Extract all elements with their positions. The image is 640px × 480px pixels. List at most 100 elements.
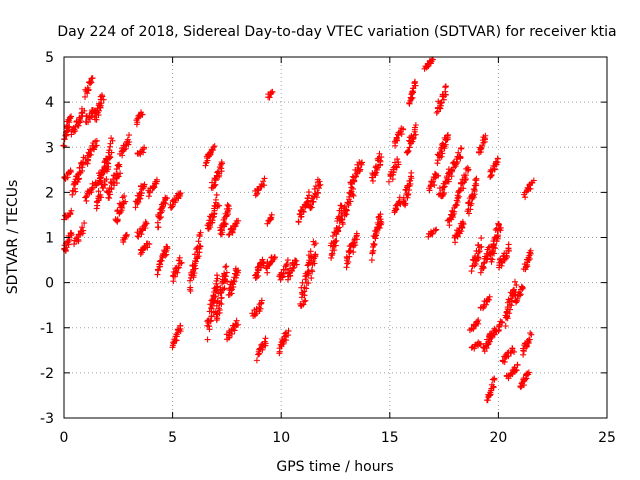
data-point <box>312 240 319 247</box>
data-point <box>503 254 510 261</box>
data-point <box>305 189 312 196</box>
data-point <box>222 264 229 271</box>
data-point <box>171 196 178 203</box>
data-point <box>406 144 413 151</box>
data-point <box>67 232 74 239</box>
data-point <box>214 275 221 282</box>
data-point <box>370 242 377 249</box>
data-point <box>309 198 316 205</box>
data-point <box>85 119 92 126</box>
data-point <box>159 203 166 210</box>
data-point <box>502 323 509 330</box>
data-point <box>228 330 235 337</box>
data-point <box>75 238 82 245</box>
data-point <box>424 63 431 70</box>
data-point <box>514 297 521 304</box>
data-point <box>83 194 90 201</box>
data-point <box>378 219 385 226</box>
data-point <box>115 173 122 180</box>
data-point <box>339 221 346 228</box>
y-tick-label: -2 <box>40 366 54 382</box>
data-point <box>398 131 405 138</box>
data-point <box>170 278 177 285</box>
data-point <box>178 259 185 266</box>
data-point <box>71 241 78 248</box>
data-point <box>402 200 409 207</box>
data-point <box>216 173 223 180</box>
data-point <box>145 193 152 200</box>
data-point <box>126 132 133 139</box>
data-point <box>462 172 469 179</box>
data-point <box>444 131 451 138</box>
data-point <box>96 107 103 114</box>
data-point <box>116 163 123 170</box>
data-point <box>260 178 267 185</box>
data-point <box>187 284 194 291</box>
data-point <box>208 313 215 320</box>
data-point <box>221 221 228 228</box>
data-point <box>448 173 455 180</box>
data-point <box>80 227 87 234</box>
data-point <box>67 168 74 175</box>
data-point <box>117 170 124 177</box>
data-point <box>223 263 230 270</box>
data-point <box>308 275 315 282</box>
data-point <box>494 155 501 162</box>
data-point <box>486 293 493 300</box>
data-point <box>486 243 493 250</box>
data-point <box>60 142 67 149</box>
data-point <box>122 142 129 149</box>
data-point <box>426 187 433 194</box>
data-point <box>298 213 305 220</box>
data-point <box>271 254 278 261</box>
data-point <box>218 168 225 175</box>
data-point <box>108 185 115 192</box>
data-point <box>204 336 211 343</box>
data-point <box>347 198 354 205</box>
data-point <box>335 227 342 234</box>
data-point <box>300 208 307 215</box>
data-point <box>460 185 467 192</box>
data-point <box>330 243 337 250</box>
data-point <box>267 259 274 266</box>
chart-title: Day 224 of 2018, Sidereal Day-to-day VTE… <box>57 24 616 40</box>
data-point <box>368 257 375 264</box>
data-point <box>174 269 181 276</box>
data-point <box>497 259 504 266</box>
data-point <box>343 207 350 214</box>
data-point <box>332 237 339 244</box>
data-point <box>67 115 74 122</box>
data-point <box>126 139 133 146</box>
data-point <box>218 159 225 166</box>
data-point <box>304 269 311 276</box>
data-point <box>408 95 415 102</box>
data-point <box>164 245 171 252</box>
data-point <box>192 265 199 272</box>
data-point <box>485 244 492 251</box>
data-point <box>430 178 437 185</box>
data-point <box>527 247 534 254</box>
data-point <box>473 182 480 189</box>
data-points <box>60 56 537 404</box>
data-point <box>530 177 537 184</box>
data-point <box>509 345 516 352</box>
data-point <box>432 227 439 234</box>
data-point <box>197 243 204 250</box>
data-point <box>352 242 359 249</box>
data-point <box>517 291 524 298</box>
data-point <box>108 149 115 156</box>
data-point <box>328 254 335 261</box>
data-point <box>305 280 312 287</box>
data-point <box>283 262 290 269</box>
data-point <box>107 143 114 150</box>
data-point <box>79 224 86 231</box>
data-point <box>433 226 440 233</box>
data-point <box>224 211 231 218</box>
data-point <box>505 375 512 382</box>
data-point <box>140 183 147 190</box>
data-point <box>457 154 464 161</box>
data-point <box>506 301 513 308</box>
data-point <box>503 309 510 316</box>
data-point <box>301 298 308 305</box>
